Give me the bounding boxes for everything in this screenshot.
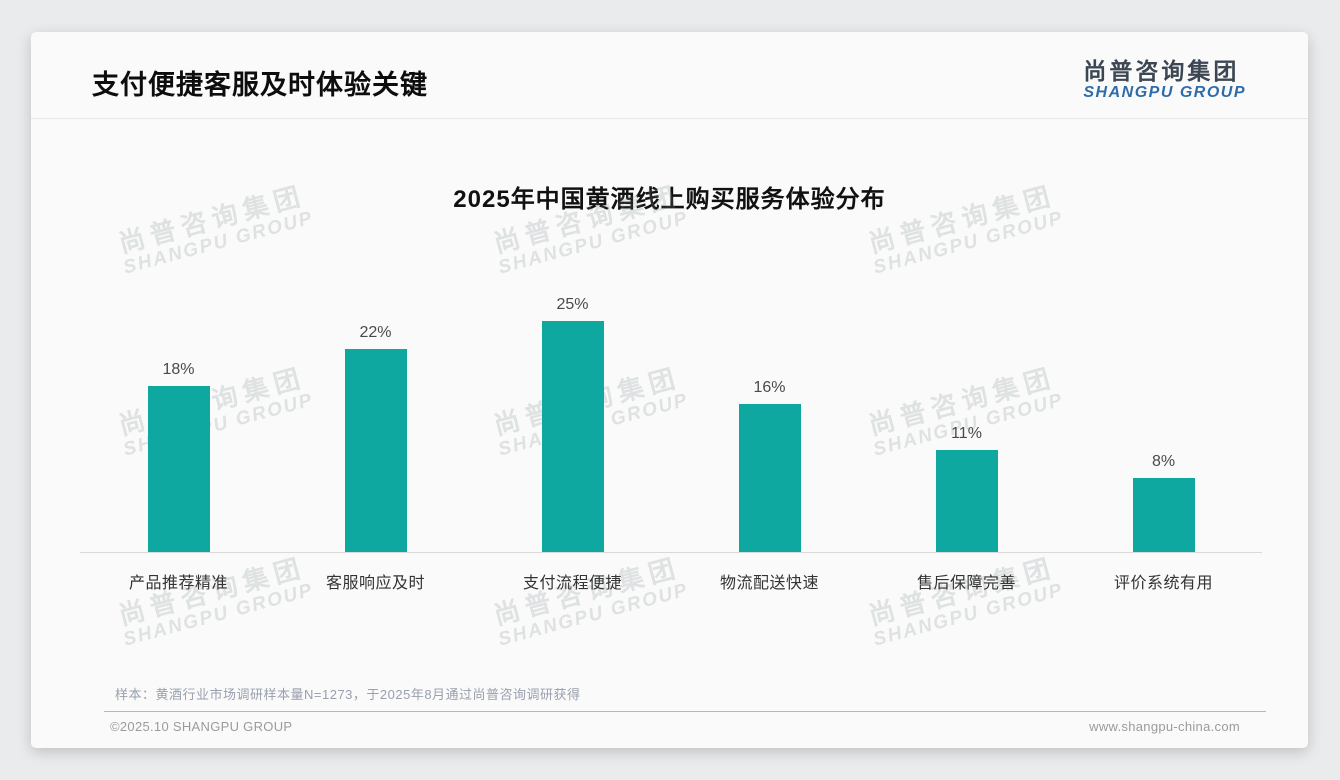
bar-category-label: 售后保障完善 [916, 575, 1016, 592]
bar-value-label: 22% [359, 324, 392, 341]
footer-website: www.shangpu-china.com [1089, 719, 1240, 734]
sample-note: 样本：黄酒行业市场调研样本量N=1273，于2025年8月通过尚普咨询调研获得 [115, 687, 581, 702]
page-title: 支付便捷客服及时体验关键 [92, 69, 428, 100]
bar [1132, 478, 1195, 552]
bar-category-label: 评价系统有用 [1113, 575, 1213, 592]
bar-column: 11% [868, 425, 1065, 552]
watermark-english-text: SHANGPU GROUP [496, 207, 691, 279]
logo-chinese-text: 尚普咨询集团 [1083, 58, 1240, 84]
bar [738, 404, 801, 552]
bar-column: 22% [277, 324, 474, 552]
bar-value-label: 16% [753, 379, 786, 396]
watermark-english-text: SHANGPU GROUP [121, 207, 316, 279]
bar-column: 8% [1065, 453, 1262, 552]
company-logo: 尚普咨询集团 SHANGPU GROUP [1083, 48, 1246, 102]
footer-divider [104, 711, 1266, 712]
footer-copyright: ©2025.10 SHANGPU GROUP [110, 719, 293, 734]
bar-category-label: 产品推荐精准 [128, 575, 228, 592]
bar-value-label: 25% [556, 296, 589, 313]
bar [935, 450, 998, 552]
watermark-english-text: SHANGPU GROUP [871, 207, 1066, 279]
slide-card: 支付便捷客服及时体验关键 尚普咨询集团 SHANGPU GROUP 2025年中… [31, 32, 1308, 748]
bar-category-label: 支付流程便捷 [522, 575, 622, 592]
bar-column: 16% [671, 379, 868, 552]
bar-column: 18% [80, 361, 277, 552]
bar-value-label: 18% [162, 361, 195, 378]
bar-column: 25% [474, 296, 671, 552]
chart-title: 2025年中国黄酒线上购买服务体验分布 [453, 186, 886, 213]
bar-chart-category-axis: 产品推荐精准 客服响应及时 支付流程便捷 物流配送快速 售后保障完善 评价系统有用 [80, 553, 1262, 593]
footer: ©2025.10 SHANGPU GROUP www.shangpu-china… [110, 719, 1240, 734]
bar-category-label: 物流配送快速 [719, 575, 819, 592]
bar-value-label: 11% [951, 425, 982, 442]
header: 支付便捷客服及时体验关键 尚普咨询集团 SHANGPU GROUP [31, 32, 1308, 119]
bar [541, 321, 604, 552]
bar [344, 349, 407, 552]
bar-value-label: 8% [1151, 453, 1176, 470]
bar-category-label: 客服响应及时 [325, 575, 425, 592]
bar-chart-plot-area: 18% 22% 25% 16% 11% 8% [80, 293, 1262, 553]
bar [147, 386, 210, 552]
logo-english-text: SHANGPU GROUP [1083, 84, 1246, 101]
